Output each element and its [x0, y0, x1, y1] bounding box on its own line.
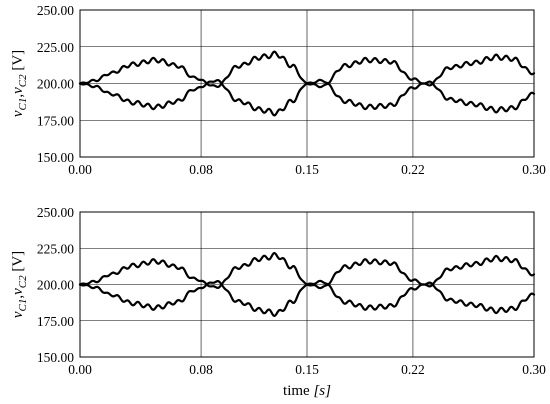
x-tick-label: 0.00 [68, 362, 92, 377]
x-tick-label: 0.08 [189, 362, 213, 377]
x-tick-label: 0.00 [68, 162, 92, 177]
y-tick-label: 225.00 [37, 40, 74, 55]
series-line-2 [78, 78, 536, 117]
y-tick-label: 250.00 [37, 3, 74, 18]
x-tick-label: 0.22 [401, 162, 425, 177]
y-tick-label: 200.00 [37, 77, 74, 92]
y-tick-label: 175.00 [37, 113, 74, 128]
top-chart: 0.00 0.08 0.15 0.22 0.30 150.00 175.00 200.00 22… [10, 3, 546, 177]
x-tick-label: 0.15 [295, 162, 319, 177]
y-tick-label: 150.00 [37, 350, 74, 365]
x-tick-label: 0.30 [522, 362, 546, 377]
y-tick-label: 175.00 [37, 314, 74, 329]
y-tick-label: 225.00 [37, 241, 74, 256]
x-tick-label: 0.08 [189, 162, 213, 177]
x-tick-label: 0.22 [401, 362, 425, 377]
y-axis-label: vC1,vC2 [V] [10, 251, 29, 318]
y-tick-label: 250.00 [37, 205, 74, 220]
y-tick-label: 200.00 [37, 278, 74, 293]
x-tick-label: 0.30 [522, 162, 546, 177]
x-axis-label: time [s] [283, 383, 331, 399]
y-axis-label: vC1,vC2 [V] [10, 50, 29, 117]
x-tick-label: 0.15 [295, 362, 319, 377]
bottom-chart: 0.00 0.08 0.15 0.22 0.30 150.00 175.00 200.00 22… [10, 205, 546, 399]
y-tick-label: 150.00 [37, 150, 74, 165]
series-line-2 [78, 279, 536, 318]
